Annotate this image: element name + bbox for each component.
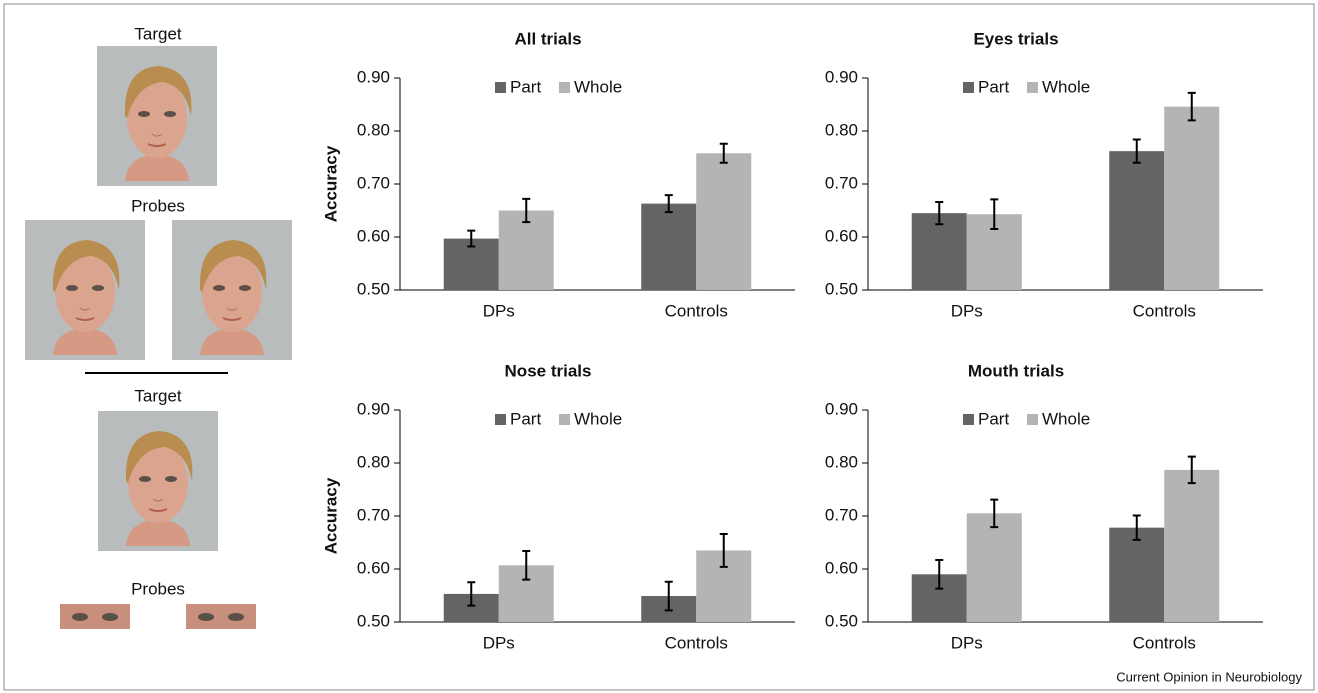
x-tick-label: Controls	[1133, 301, 1196, 320]
y-tick-label: 0.70	[825, 505, 858, 524]
x-tick-label: DPs	[483, 301, 515, 320]
legend-label: Whole	[1042, 409, 1090, 428]
label: Probes	[131, 579, 185, 598]
y-tick-label: 0.60	[357, 226, 390, 245]
legend-swatch	[559, 414, 570, 425]
legend-label: Part	[978, 77, 1009, 96]
y-tick-label: 0.90	[825, 67, 858, 86]
x-tick-label: Controls	[665, 633, 728, 652]
legend-swatch	[495, 414, 506, 425]
x-tick-label: DPs	[951, 633, 983, 652]
y-axis-label: Accuracy	[321, 477, 340, 554]
legend-label: Part	[510, 77, 541, 96]
legend-label: Whole	[574, 409, 622, 428]
label: Target	[134, 386, 182, 405]
legend-swatch	[1027, 414, 1038, 425]
y-tick-label: 0.60	[357, 558, 390, 577]
y-tick-label: 0.80	[825, 120, 858, 139]
bar	[1109, 528, 1164, 622]
y-tick-label: 0.70	[825, 173, 858, 192]
y-tick-label: 0.50	[825, 279, 858, 298]
x-tick-label: DPs	[951, 301, 983, 320]
bar	[1164, 470, 1219, 622]
x-tick-label: Controls	[665, 301, 728, 320]
legend-swatch	[559, 82, 570, 93]
page: {"figure_labels": {"target_top": "Target…	[0, 0, 1318, 693]
chart-title: Nose trials	[505, 361, 592, 380]
face-image	[98, 411, 218, 551]
legend-label: Part	[510, 409, 541, 428]
credit: Current Opinion in Neurobiology	[1116, 669, 1302, 684]
eyes-image	[186, 604, 256, 629]
legend-swatch	[963, 414, 974, 425]
chart-title: Eyes trials	[973, 29, 1058, 48]
bar	[1109, 151, 1164, 290]
y-axis-label: Accuracy	[321, 145, 340, 222]
y-tick-label: 0.90	[357, 67, 390, 86]
legend-swatch	[495, 82, 506, 93]
y-tick-label: 0.70	[357, 505, 390, 524]
y-tick-label: 0.80	[825, 452, 858, 471]
y-tick-label: 0.70	[357, 173, 390, 192]
x-tick-label: DPs	[483, 633, 515, 652]
legend-swatch	[1027, 82, 1038, 93]
y-tick-label: 0.60	[825, 226, 858, 245]
bar	[967, 513, 1022, 622]
bar	[641, 204, 696, 290]
y-tick-label: 0.50	[825, 611, 858, 630]
y-tick-label: 0.80	[357, 452, 390, 471]
label: Target	[134, 24, 182, 43]
bar	[1164, 107, 1219, 290]
legend-swatch	[963, 82, 974, 93]
y-tick-label: 0.50	[357, 611, 390, 630]
y-tick-label: 0.50	[357, 279, 390, 298]
y-tick-label: 0.80	[357, 120, 390, 139]
label: Probes	[131, 196, 185, 215]
legend-label: Whole	[574, 77, 622, 96]
face-image	[97, 46, 217, 186]
y-tick-label: 0.90	[825, 399, 858, 418]
legend-label: Whole	[1042, 77, 1090, 96]
face-image	[25, 220, 145, 360]
x-tick-label: Controls	[1133, 633, 1196, 652]
figure: Target Probes Target Probes Current Opin…	[0, 0, 1318, 693]
chart-title: Mouth trials	[968, 361, 1064, 380]
y-tick-label: 0.90	[357, 399, 390, 418]
bar	[696, 153, 751, 290]
face-image	[172, 220, 292, 360]
chart-title: All trials	[514, 29, 581, 48]
eyes-image	[60, 604, 130, 629]
legend-label: Part	[978, 409, 1009, 428]
y-tick-label: 0.60	[825, 558, 858, 577]
